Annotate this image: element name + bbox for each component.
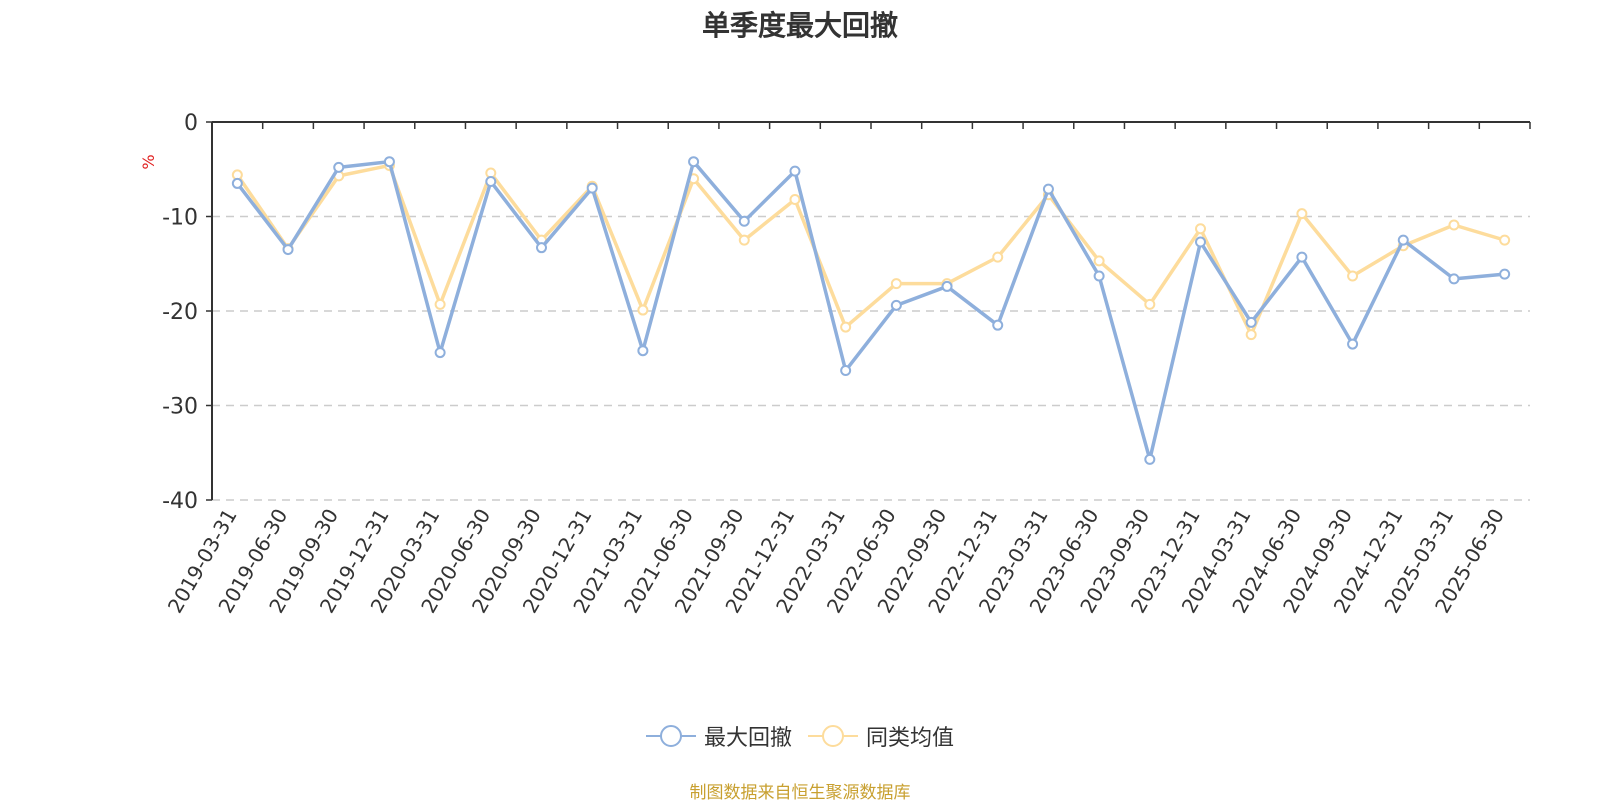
data-point-1-11[interactable] [789, 193, 801, 205]
data-point-0-24[interactable] [1448, 273, 1460, 285]
data-point-1-17[interactable] [1093, 255, 1105, 267]
data-point-0-15[interactable] [992, 319, 1004, 331]
data-point-0-6[interactable] [536, 242, 547, 254]
data-point-0-8[interactable] [637, 345, 649, 357]
data-point-1-12[interactable] [840, 321, 852, 333]
legend-label-0: 最大回撤 [703, 726, 792, 751]
grid-lines [212, 215, 1530, 501]
data-point-0-20[interactable] [1245, 316, 1257, 328]
y-tick-label-1: -10 [162, 206, 198, 231]
data-point-1-24[interactable] [1448, 219, 1460, 231]
y-tick-label-3: -30 [162, 395, 198, 420]
x-tick-labels: 2019-03-312019-06-302019-09-302019-12-31… [163, 504, 1509, 617]
data-point-1-18[interactable] [1144, 298, 1156, 310]
data-point-1-10[interactable] [738, 234, 750, 246]
data-point-0-3[interactable] [383, 156, 395, 168]
data-point-0-21[interactable] [1296, 251, 1308, 263]
data-point-0-12[interactable] [840, 365, 852, 377]
data-point-0-18[interactable] [1144, 453, 1156, 465]
legend-marker-0 [645, 725, 696, 747]
y-tick-label-2: -20 [162, 300, 198, 325]
y-tick-label-0: 0 [184, 111, 198, 136]
data-point-0-10[interactable] [738, 215, 750, 227]
data-point-1-15[interactable] [992, 251, 1004, 263]
chart-title: 单季度最大回撤 [701, 9, 898, 42]
data-point-0-2[interactable] [333, 161, 345, 173]
legend-marker-1 [808, 725, 858, 747]
data-point-1-8[interactable] [637, 304, 649, 316]
source-note: 制图数据来自恒生聚源数据库 [689, 783, 911, 803]
data-point-0-11[interactable] [789, 165, 801, 177]
data-point-0-14[interactable] [941, 280, 953, 292]
data-point-0-23[interactable] [1397, 234, 1409, 246]
data-point-1-13[interactable] [890, 278, 902, 290]
data-point-0-16[interactable] [1042, 183, 1054, 195]
data-point-0-7[interactable] [586, 182, 598, 194]
legend-label-1: 同类均值 [866, 726, 955, 751]
legend: 最大回撤 同类均值 [0, 720, 1600, 752]
data-point-0-9[interactable] [688, 156, 700, 168]
data-point-1-22[interactable] [1347, 270, 1359, 282]
axes [206, 121, 1531, 501]
y-axis-unit-label: % [139, 154, 158, 169]
series-0 [231, 156, 1511, 465]
data-point-1-21[interactable] [1296, 208, 1308, 220]
series-line-0 [235, 159, 1505, 462]
data-point-1-25[interactable] [1499, 234, 1511, 246]
data-point-1-4[interactable] [434, 298, 446, 310]
data-point-1-19[interactable] [1195, 223, 1206, 235]
series-lines [231, 156, 1511, 465]
data-point-0-0[interactable] [231, 177, 243, 189]
data-point-0-13[interactable] [890, 299, 902, 311]
data-point-0-17[interactable] [1093, 270, 1105, 282]
series-line-1 [235, 163, 1506, 337]
data-point-0-25[interactable] [1499, 268, 1511, 280]
y-tick-labels: 0 -10 -20 -30 -40 [162, 111, 198, 514]
data-point-0-5[interactable] [485, 176, 497, 188]
y-tick-label-4: -40 [162, 489, 198, 514]
data-point-0-19[interactable] [1195, 236, 1206, 248]
legend-item-1[interactable]: 同类均值 [808, 720, 954, 752]
data-point-0-4[interactable] [434, 347, 446, 359]
data-point-0-1[interactable] [282, 244, 294, 256]
data-point-0-22[interactable] [1347, 338, 1359, 350]
series-1 [231, 159, 1511, 341]
legend-item-0[interactable]: 最大回撤 [645, 720, 792, 752]
data-point-1-20[interactable] [1245, 329, 1257, 341]
